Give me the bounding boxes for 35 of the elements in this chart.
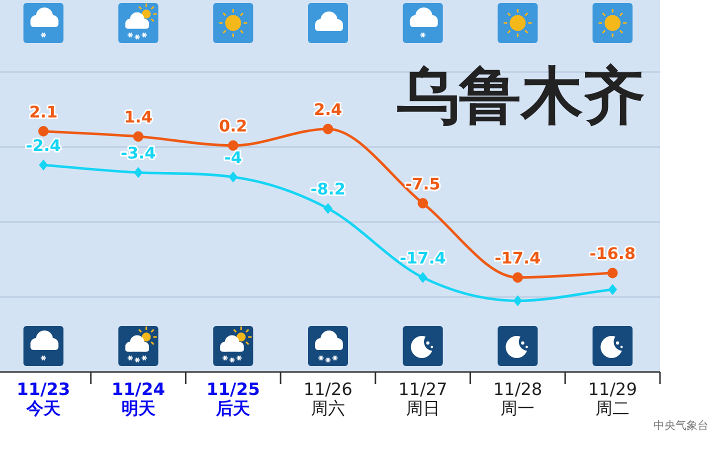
- x-tick-label: 11/24 明天: [112, 380, 166, 419]
- data-label: 1.4: [124, 108, 152, 126]
- point: [38, 126, 49, 136]
- x-tick-label: 11/25 后天: [206, 380, 260, 419]
- point: [418, 272, 428, 283]
- point: [513, 295, 522, 306]
- point: [608, 284, 618, 295]
- point: [607, 268, 618, 278]
- data-label: 0.2: [218, 116, 248, 136]
- point: [38, 160, 48, 170]
- x-tick-label: 11/28 周一: [493, 380, 542, 419]
- point: [133, 131, 144, 142]
- data-label: -16.8: [590, 244, 636, 263]
- data-label: 2.4: [314, 100, 342, 119]
- data-label: -7.5: [405, 174, 440, 194]
- x-tick-label: 11/26 周六: [304, 380, 352, 419]
- point: [322, 124, 334, 134]
- data-label: -17.4: [400, 248, 446, 268]
- text: 中央气象台: [654, 419, 708, 432]
- x-tick-label: 11/29 周二: [588, 380, 638, 419]
- point: [418, 198, 428, 208]
- point: [134, 167, 143, 178]
- point: [228, 172, 238, 182]
- data-label: 2.1: [29, 102, 58, 122]
- data-label: -8.2: [310, 180, 346, 198]
- point: [324, 203, 332, 214]
- x-tick-label: 11/27 周日: [398, 380, 448, 419]
- data-label: -4: [224, 148, 242, 167]
- data-label: -3.4: [120, 144, 156, 162]
- point: [512, 272, 523, 283]
- data-label: -2.4: [26, 136, 61, 155]
- data-label: -17.4: [494, 248, 541, 268]
- x-tick-label: 11/23 今天: [16, 380, 70, 419]
- point: [228, 140, 238, 151]
- text: 乌鲁木齐: [397, 59, 645, 132]
